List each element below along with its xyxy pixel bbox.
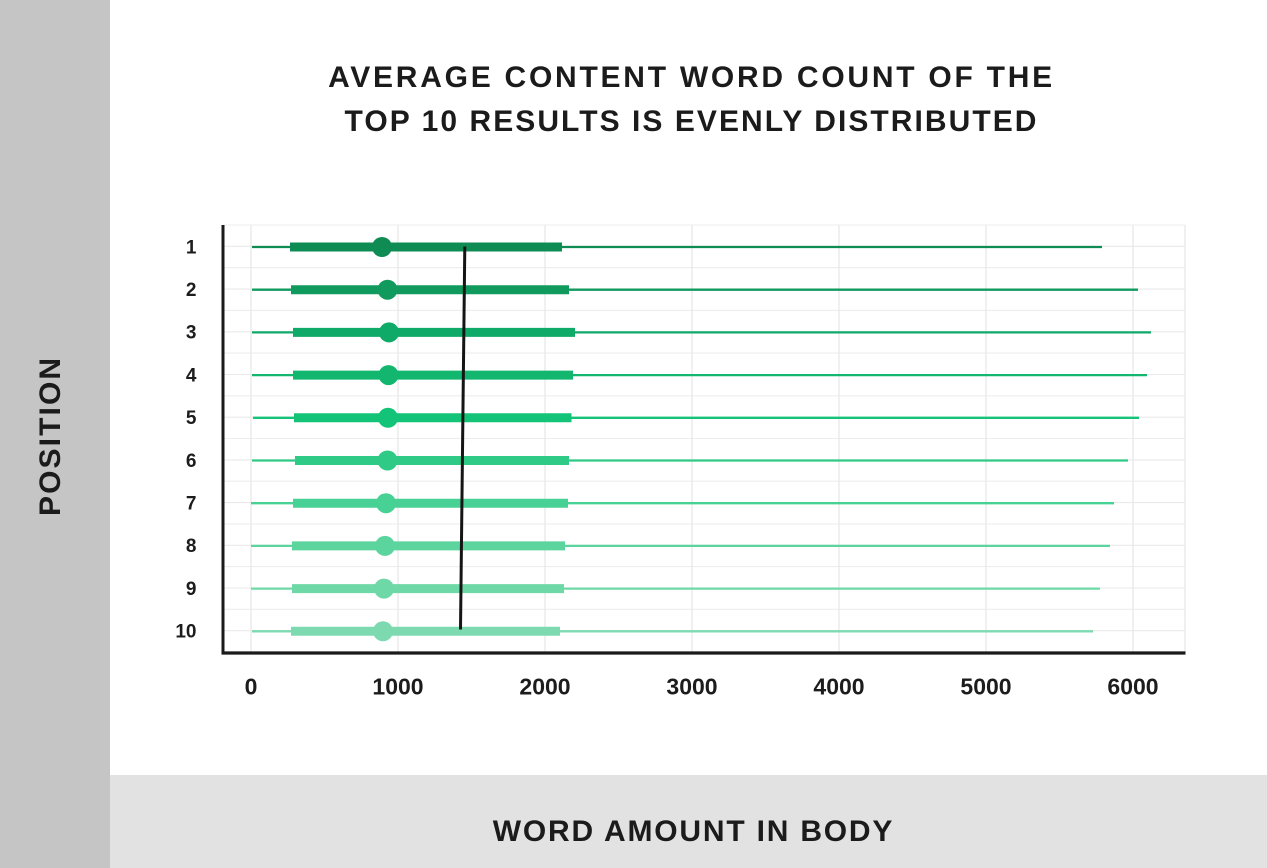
svg-text:0: 0 — [245, 674, 258, 700]
svg-text:5000: 5000 — [960, 674, 1011, 700]
svg-text:7: 7 — [186, 494, 197, 515]
svg-text:6: 6 — [186, 451, 197, 472]
svg-text:4: 4 — [186, 365, 197, 386]
svg-text:5: 5 — [186, 408, 197, 429]
svg-text:2: 2 — [186, 280, 197, 301]
svg-text:8: 8 — [186, 536, 197, 557]
svg-text:10: 10 — [175, 622, 196, 643]
svg-text:1000: 1000 — [372, 674, 423, 700]
svg-text:6000: 6000 — [1107, 674, 1158, 700]
svg-text:3: 3 — [186, 323, 197, 344]
svg-text:2000: 2000 — [519, 674, 570, 700]
svg-text:3000: 3000 — [666, 674, 717, 700]
svg-text:9: 9 — [186, 579, 197, 600]
svg-text:4000: 4000 — [813, 674, 864, 700]
svg-text:1: 1 — [186, 237, 197, 258]
